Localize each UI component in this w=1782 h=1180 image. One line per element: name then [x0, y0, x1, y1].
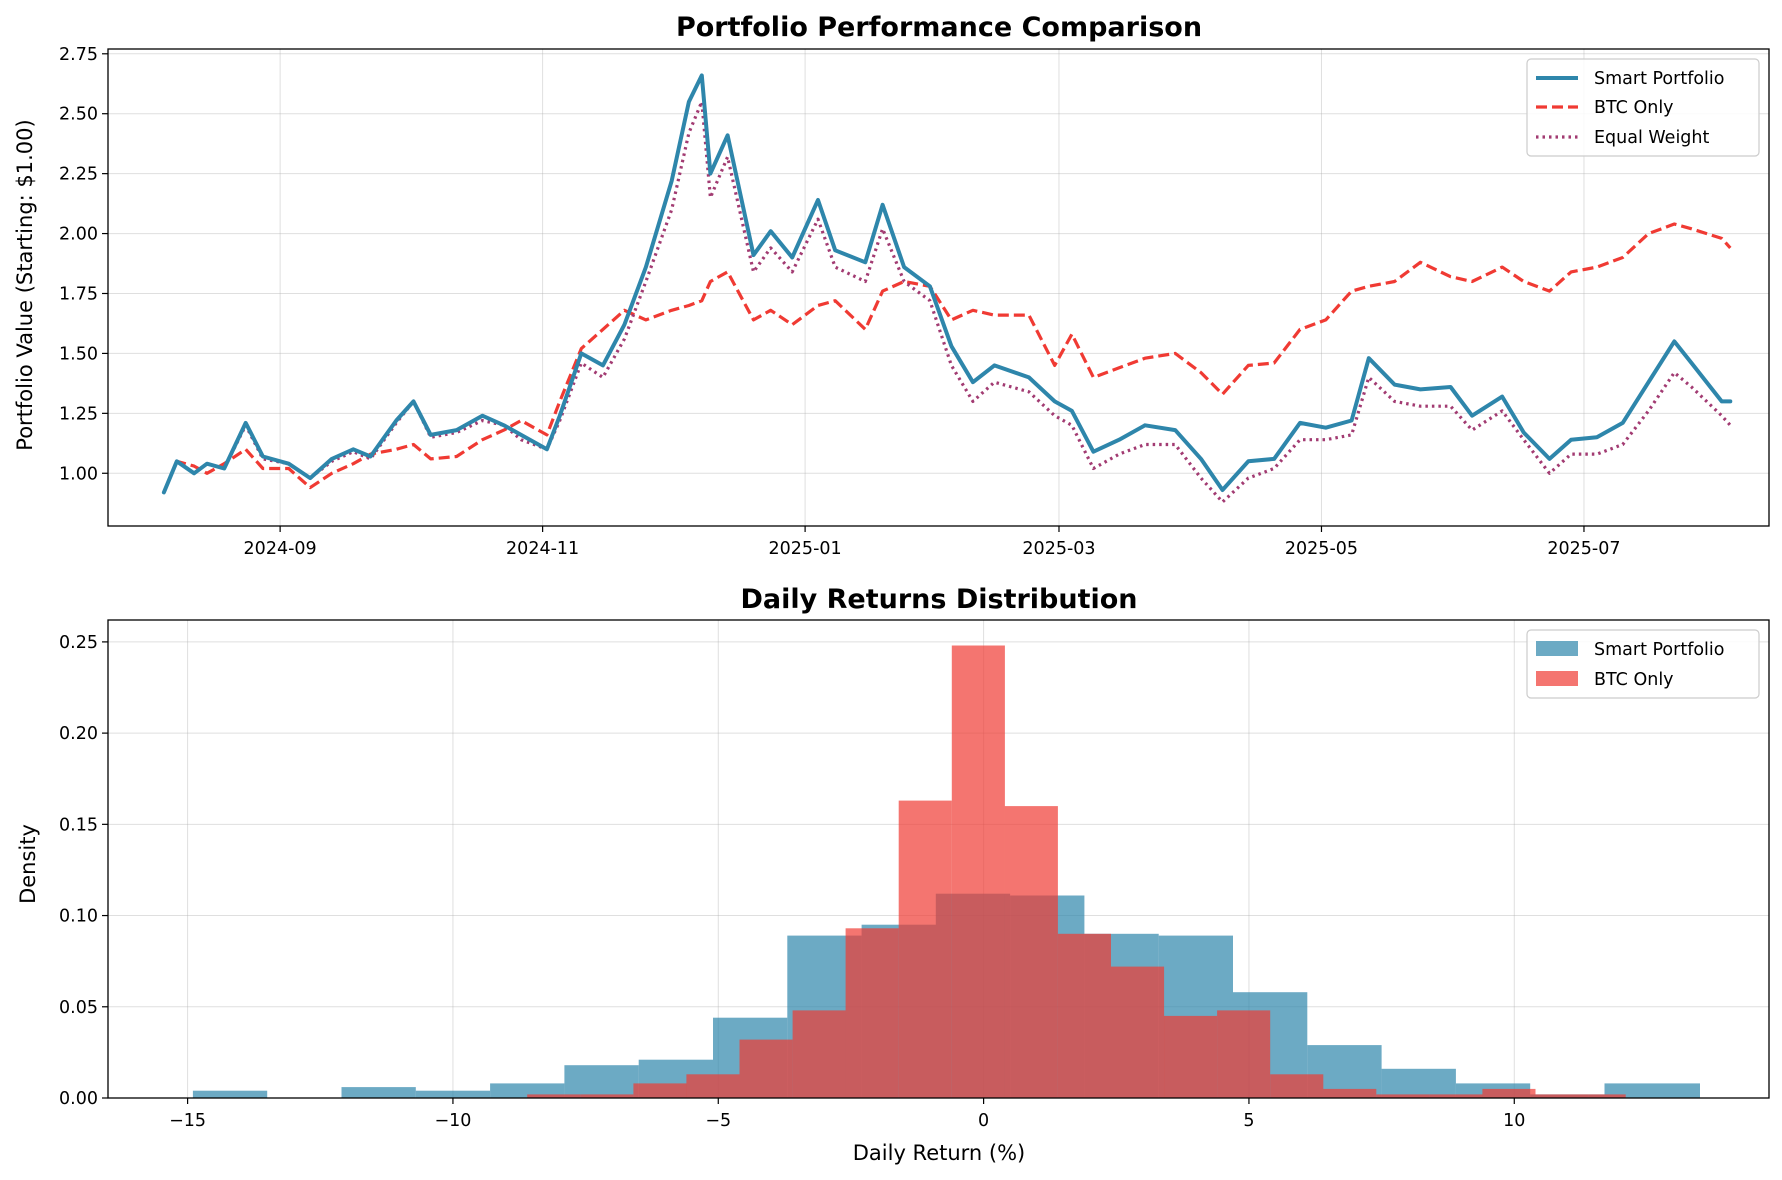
y-tick-label: 0.25	[59, 633, 98, 653]
returns-bars	[192, 645, 1700, 1098]
performance-legend: Smart Portfolio BTC Only Equal Weight	[1526, 58, 1760, 157]
histogram-bar-btc-only	[1482, 1088, 1536, 1098]
returns-plot-frame	[107, 619, 1770, 1099]
histogram-bar-btc-only	[739, 1039, 793, 1098]
legend-swatch-smart-portfolio-hist	[1536, 641, 1578, 656]
histogram-bar-btc-only	[1004, 806, 1058, 1098]
y-tick-label: 0.00	[59, 1089, 98, 1109]
returns-legend-box	[1526, 629, 1760, 699]
x-tick-label: 5	[1243, 1111, 1254, 1131]
y-tick-label: 0.05	[59, 998, 98, 1018]
performance-series	[161, 73, 1733, 504]
y-tick-label: 1.00	[59, 464, 98, 484]
performance-legend-box	[1526, 58, 1760, 157]
legend-label-btc-only: BTC Only	[1594, 98, 1674, 118]
x-tick-label: 2025-07	[1547, 539, 1620, 559]
series-line-smart-portfolio	[161, 73, 1733, 495]
x-tick-label: −15	[169, 1111, 206, 1131]
histogram-bar-btc-only	[686, 1074, 740, 1098]
histogram-bar-btc-only	[633, 1083, 687, 1098]
x-tick-label: 2025-05	[1285, 539, 1358, 559]
histogram-bar-smart-portfolio	[341, 1087, 416, 1098]
histogram-bar-smart-portfolio	[490, 1083, 565, 1098]
x-tick-label: 2024-11	[506, 539, 579, 559]
y-tick-label: 1.25	[59, 404, 98, 424]
returns-y-axis-label: Density	[16, 824, 40, 904]
returns-ticks: −15 −10 −5 0 5 10 0.00 0.05 0.10 0.15 0.20 0.25	[59, 633, 1525, 1131]
histogram-bar-btc-only	[1270, 1074, 1324, 1098]
returns-histogram-title: Daily Returns Distribution	[740, 584, 1137, 615]
histogram-bar-btc-only	[1535, 1094, 1589, 1098]
performance-chart: Portfolio Performance Comparison Portfol…	[13, 12, 1770, 559]
series-line-btc-only	[162, 222, 1732, 494]
legend-label-smart-portfolio-hist: Smart Portfolio	[1594, 640, 1725, 660]
histogram-bar-btc-only	[527, 1094, 581, 1098]
legend-label-smart-portfolio: Smart Portfolio	[1594, 69, 1725, 89]
x-tick-label: 2025-03	[1022, 539, 1095, 559]
histogram-bar-btc-only	[580, 1094, 634, 1098]
histogram-bar-btc-only	[1057, 933, 1111, 1098]
histogram-bar-btc-only	[1588, 1094, 1626, 1098]
histogram-bar-btc-only	[1111, 966, 1165, 1098]
performance-y-axis-label: Portfolio Value (Starting: $1.00)	[13, 119, 37, 450]
legend-label-equal-weight: Equal Weight	[1594, 128, 1710, 148]
performance-ticks: 2024-09 2024-11 2025-01 2025-03 2025-05 2025-…	[59, 45, 1620, 559]
histogram-bar-btc-only	[845, 928, 899, 1098]
histogram-bar-btc-only	[1376, 1094, 1430, 1098]
y-tick-label: 2.75	[59, 45, 98, 65]
histogram-bar-btc-only	[951, 645, 1005, 1098]
x-tick-label: 2024-09	[244, 539, 317, 559]
performance-plot-frame	[107, 48, 1770, 527]
histogram-bar-btc-only	[1323, 1088, 1377, 1098]
histogram-bar-btc-only	[1429, 1094, 1483, 1098]
y-tick-label: 0.15	[59, 815, 98, 835]
histogram-bar-smart-portfolio	[192, 1090, 268, 1098]
returns-histogram: Daily Returns Distribution Density Daily…	[16, 584, 1770, 1165]
histogram-bar-smart-portfolio	[564, 1065, 639, 1098]
y-tick-label: 2.25	[59, 165, 98, 185]
y-tick-label: 1.50	[59, 344, 98, 364]
histogram-bar-btc-only	[792, 1010, 846, 1098]
histogram-bar-btc-only	[1164, 1015, 1218, 1098]
y-tick-label: 2.50	[59, 105, 98, 125]
x-tick-label: −10	[434, 1111, 471, 1131]
x-tick-label: 0	[978, 1111, 989, 1131]
legend-label-btc-only-hist: BTC Only	[1594, 670, 1674, 690]
returns-x-axis-label: Daily Return (%)	[853, 1141, 1026, 1165]
y-tick-label: 2.00	[59, 225, 98, 245]
performance-chart-title: Portfolio Performance Comparison	[676, 12, 1202, 43]
histogram-bar-smart-portfolio	[1381, 1068, 1456, 1098]
returns-legend: Smart Portfolio BTC Only	[1526, 629, 1760, 699]
x-tick-label: −5	[705, 1111, 731, 1131]
histogram-bar-btc-only	[898, 800, 952, 1098]
histogram-bar-smart-portfolio	[1604, 1083, 1700, 1098]
y-tick-label: 0.10	[59, 907, 98, 927]
y-tick-label: 0.20	[59, 724, 98, 744]
histogram-bar-smart-portfolio	[415, 1090, 491, 1098]
y-tick-label: 1.75	[59, 284, 98, 304]
performance-gridlines	[108, 49, 1769, 526]
x-tick-label: 2025-01	[769, 539, 842, 559]
histogram-bar-btc-only	[1217, 1010, 1271, 1098]
legend-swatch-btc-only-hist	[1536, 671, 1578, 686]
x-tick-label: 10	[1503, 1111, 1525, 1131]
